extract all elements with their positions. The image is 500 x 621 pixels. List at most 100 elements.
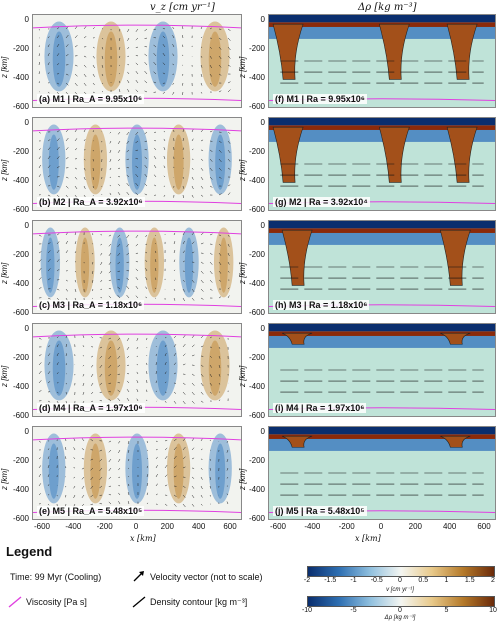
y-tick: -600 (241, 411, 265, 420)
y-tick: -600 (241, 205, 265, 214)
legend-viscosity: Viscosity [Pa s] (26, 597, 87, 607)
x-tick: 0 (121, 522, 151, 531)
density-colorbar (307, 596, 495, 607)
x-tick: 600 (215, 522, 245, 531)
panel-label: (c) M3 | Ra_A = 1.18x10⁶ (37, 300, 144, 310)
velocity-colorbar-label: v [cm yr⁻¹] (340, 586, 460, 593)
y-tick: 0 (5, 118, 29, 127)
y-tick: 0 (241, 324, 265, 333)
y-tick: 0 (5, 324, 29, 333)
y-axis-label: z [km] (0, 160, 9, 181)
panel-vel-4: (e) M5 | Ra_A = 5.48x10⁵ (32, 426, 242, 520)
x-tick: 400 (435, 522, 465, 531)
y-tick: -600 (5, 514, 29, 523)
y-tick: -200 (241, 353, 265, 362)
colorbar-tick: 1 (437, 577, 457, 584)
panel-label: (d) M4 | Ra_A = 1.97x10⁶ (37, 403, 145, 413)
panel-vel-3: (d) M4 | Ra_A = 1.97x10⁶ (32, 323, 242, 417)
y-axis-label: z [km] (0, 366, 9, 387)
x-tick: 400 (184, 522, 214, 531)
x-axis-label-left: x [km] (130, 534, 156, 543)
y-axis-label: z [km] (238, 57, 247, 78)
panel-vel-2: (c) M3 | Ra_A = 1.18x10⁶ (32, 220, 242, 314)
colorbar-tick: 1.5 (460, 577, 480, 584)
y-axis-label: z [km] (238, 263, 247, 284)
colorbar-tick: -5 (344, 607, 364, 614)
y-axis-label: z [km] (238, 160, 247, 181)
colorbar-tick: 0 (390, 577, 410, 584)
colorbar-tick: -0.5 (367, 577, 387, 584)
panel-label: (i) M4 | Ra = 1.97x10⁶ (273, 403, 366, 413)
x-tick: -200 (332, 522, 362, 531)
x-axis-label-right: x [km] (355, 534, 381, 543)
x-tick: 200 (152, 522, 182, 531)
panel-label: (b) M2 | Ra_A = 3.92x10⁶ (37, 197, 145, 207)
panel-den-4: (j) M5 | Ra = 5.48x10⁵ (268, 426, 496, 520)
y-tick: 0 (5, 15, 29, 24)
viscosity-line-icon (8, 596, 22, 608)
panel-label: (a) M1 | Ra_A = 9.95x10⁶ (37, 94, 144, 104)
colorbar-tick: -10 (297, 607, 317, 614)
colorbar-tick: 5 (437, 607, 457, 614)
density-contour-icon (132, 596, 146, 608)
x-tick: -600 (27, 522, 57, 531)
legend-velocity: Velocity vector (not to scale) (150, 572, 263, 582)
y-tick: -200 (241, 456, 265, 465)
y-tick: -600 (241, 102, 265, 111)
y-axis-label: z [km] (238, 366, 247, 387)
x-tick: -600 (263, 522, 293, 531)
y-tick: -600 (241, 308, 265, 317)
y-tick: -200 (241, 250, 265, 259)
panel-label: (f) M1 | Ra = 9.95x10⁶ (273, 94, 367, 104)
panel-label: (j) M5 | Ra = 5.48x10⁵ (273, 506, 367, 516)
y-tick: -600 (5, 308, 29, 317)
y-tick: -200 (5, 147, 29, 156)
colorbar-tick: -2 (297, 577, 317, 584)
y-tick: 0 (241, 15, 265, 24)
y-tick: 0 (241, 427, 265, 436)
panel-vel-0: (a) M1 | Ra_A = 9.95x10⁶ (32, 14, 242, 108)
y-tick: 0 (5, 221, 29, 230)
y-tick: -200 (5, 44, 29, 53)
x-tick: -200 (90, 522, 120, 531)
y-tick: -200 (5, 456, 29, 465)
panel-label: (h) M3 | Ra = 1.18x10⁶ (273, 300, 369, 310)
left-column-title: v_z [cm yr⁻¹] (150, 2, 215, 13)
y-axis-label: z [km] (238, 469, 247, 490)
y-tick: -200 (5, 353, 29, 362)
y-tick: -600 (5, 205, 29, 214)
y-axis-label: z [km] (0, 57, 9, 78)
panel-den-3: (i) M4 | Ra = 1.97x10⁶ (268, 323, 496, 417)
colorbar-tick: 10 (483, 607, 500, 614)
y-tick: 0 (241, 221, 265, 230)
panel-vel-1: (b) M2 | Ra_A = 3.92x10⁶ (32, 117, 242, 211)
y-tick: 0 (241, 118, 265, 127)
colorbar-tick: 0.5 (413, 577, 433, 584)
y-tick: 0 (5, 427, 29, 436)
colorbar-tick: 0 (390, 607, 410, 614)
panel-den-0: (f) M1 | Ra = 9.95x10⁶ (268, 14, 496, 108)
velocity-colorbar (307, 566, 495, 577)
panel-den-1: (g) M2 | Ra = 3.92x10⁴ (268, 117, 496, 211)
colorbar-tick: -1 (344, 577, 364, 584)
x-tick: -400 (58, 522, 88, 531)
legend-title: Legend (6, 544, 52, 559)
colorbar-tick: -1.5 (320, 577, 340, 584)
legend-time: Time: 99 Myr (Cooling) (10, 572, 101, 582)
right-column-title: Δρ [kg m⁻³] (358, 2, 417, 13)
y-tick: -600 (5, 102, 29, 111)
x-tick: 0 (366, 522, 396, 531)
y-axis-label: z [km] (0, 263, 9, 284)
y-tick: -200 (241, 44, 265, 53)
y-tick: -200 (5, 250, 29, 259)
panel-den-2: (h) M3 | Ra = 1.18x10⁶ (268, 220, 496, 314)
legend-density-contour: Density contour [kg m⁻³] (150, 597, 247, 608)
x-tick: 200 (400, 522, 430, 531)
x-tick: 600 (469, 522, 499, 531)
y-tick: -600 (5, 411, 29, 420)
y-axis-label: z [km] (0, 469, 9, 490)
y-tick: -600 (241, 514, 265, 523)
velocity-arrow-icon (132, 569, 146, 583)
x-tick: -400 (297, 522, 327, 531)
panel-label: (g) M2 | Ra = 3.92x10⁴ (273, 197, 370, 207)
